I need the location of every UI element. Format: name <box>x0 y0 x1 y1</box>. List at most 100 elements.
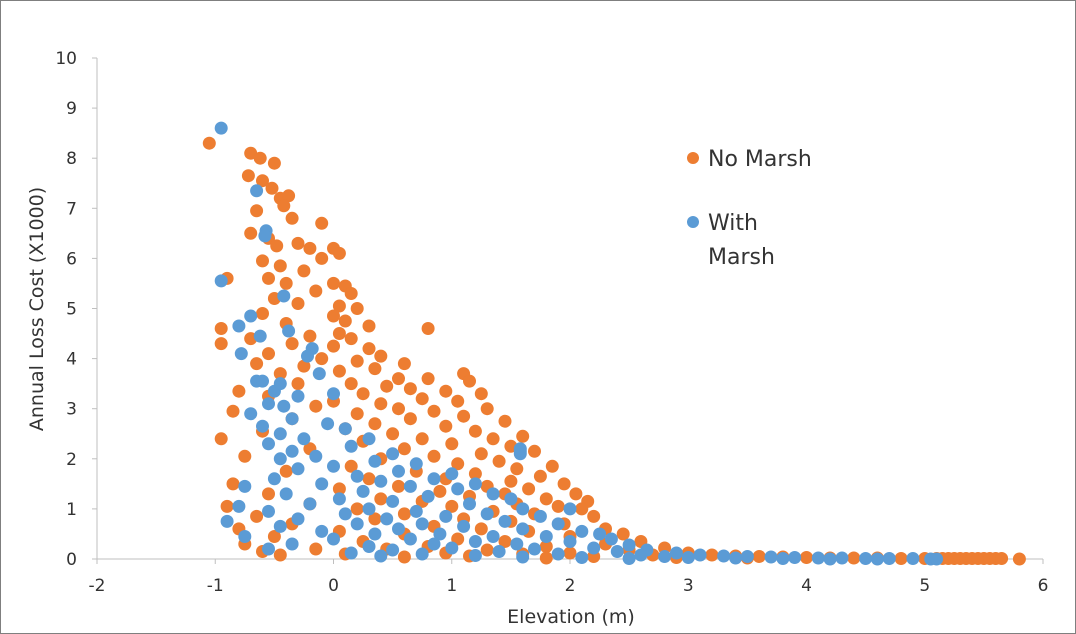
data-point <box>303 497 317 511</box>
data-point <box>285 537 299 551</box>
data-point <box>634 548 648 562</box>
data-point <box>202 136 216 150</box>
data-point <box>244 407 258 421</box>
data-point <box>397 442 411 456</box>
x-tick-label: 6 <box>1038 576 1049 596</box>
data-point <box>374 474 388 488</box>
data-point <box>439 384 453 398</box>
data-point <box>386 494 400 508</box>
data-point <box>332 246 346 260</box>
data-point <box>250 357 264 371</box>
data-point <box>551 517 565 531</box>
data-point <box>277 289 291 303</box>
data-point <box>457 519 471 533</box>
data-point <box>301 349 314 363</box>
data-point <box>238 479 252 493</box>
data-point <box>258 229 272 243</box>
data-point <box>468 424 482 438</box>
y-tick-label: 3 <box>66 400 77 420</box>
data-point <box>315 352 329 366</box>
data-point <box>415 432 429 446</box>
data-point <box>474 447 488 461</box>
data-point <box>220 499 234 513</box>
y-tick-label: 5 <box>66 300 77 320</box>
data-point <box>386 447 400 461</box>
data-point <box>622 552 636 565</box>
data-point <box>368 527 382 541</box>
data-point <box>273 259 287 273</box>
data-point <box>303 329 317 343</box>
data-point <box>622 538 636 552</box>
data-point <box>309 399 323 413</box>
data-point <box>253 151 267 165</box>
data-point <box>265 181 279 195</box>
data-point <box>468 467 482 481</box>
data-point <box>551 547 565 561</box>
data-point <box>468 477 482 491</box>
data-point <box>282 189 296 203</box>
data-point <box>368 512 382 526</box>
tick-labels: -2 -1 0 1 2 3 4 5 6 0 1 2 3 4 5 6 7 8 9 10 <box>55 49 1048 596</box>
data-point <box>273 452 287 466</box>
data-point <box>220 514 234 528</box>
data-point <box>445 467 459 481</box>
data-point <box>338 422 352 436</box>
data-point <box>250 509 264 523</box>
data-point <box>238 449 252 463</box>
data-point <box>232 319 246 333</box>
legend: No Marsh With Marsh <box>687 147 812 270</box>
data-point <box>291 297 305 310</box>
data-point <box>658 550 672 563</box>
data-point <box>717 549 731 563</box>
data-point <box>510 537 524 551</box>
data-point <box>906 552 920 565</box>
data-point <box>273 377 287 391</box>
data-point <box>392 479 405 493</box>
data-point <box>226 477 240 491</box>
data-point <box>362 319 376 333</box>
data-point <box>788 551 802 564</box>
data-point <box>226 404 240 418</box>
data-point <box>380 512 394 526</box>
data-point <box>397 550 411 564</box>
data-point <box>285 337 299 351</box>
data-point <box>270 239 284 253</box>
data-point <box>752 550 766 563</box>
data-point <box>297 264 311 278</box>
data-point <box>321 417 335 431</box>
data-point <box>232 384 246 398</box>
data-point <box>575 551 589 564</box>
data-point <box>421 322 435 335</box>
data-point <box>350 354 364 368</box>
data-point <box>262 487 275 501</box>
data-point <box>291 377 305 391</box>
data-point <box>327 387 340 401</box>
x-tick-label: 1 <box>446 576 457 596</box>
data-point <box>315 524 329 538</box>
data-point <box>362 540 376 553</box>
data-point <box>740 550 754 563</box>
data-point <box>1012 552 1026 566</box>
y-tick-label: 2 <box>66 450 77 470</box>
data-point <box>256 174 269 188</box>
y-tick-label: 7 <box>66 199 77 219</box>
data-point <box>539 540 553 553</box>
data-point <box>344 546 358 560</box>
data-point <box>528 542 541 556</box>
data-point <box>374 492 388 506</box>
y-tick-label: 1 <box>66 500 77 520</box>
data-point <box>415 547 429 561</box>
data-point <box>427 537 441 551</box>
legend-label-with-marsh-line1: With <box>708 211 758 236</box>
data-point <box>859 552 873 565</box>
data-point <box>315 216 329 230</box>
data-point <box>356 387 370 401</box>
data-point <box>374 397 388 411</box>
data-point <box>930 552 944 566</box>
data-point <box>253 329 267 343</box>
data-point <box>256 254 269 268</box>
data-point <box>273 519 287 533</box>
data-point <box>332 482 346 496</box>
data-point <box>403 532 417 546</box>
